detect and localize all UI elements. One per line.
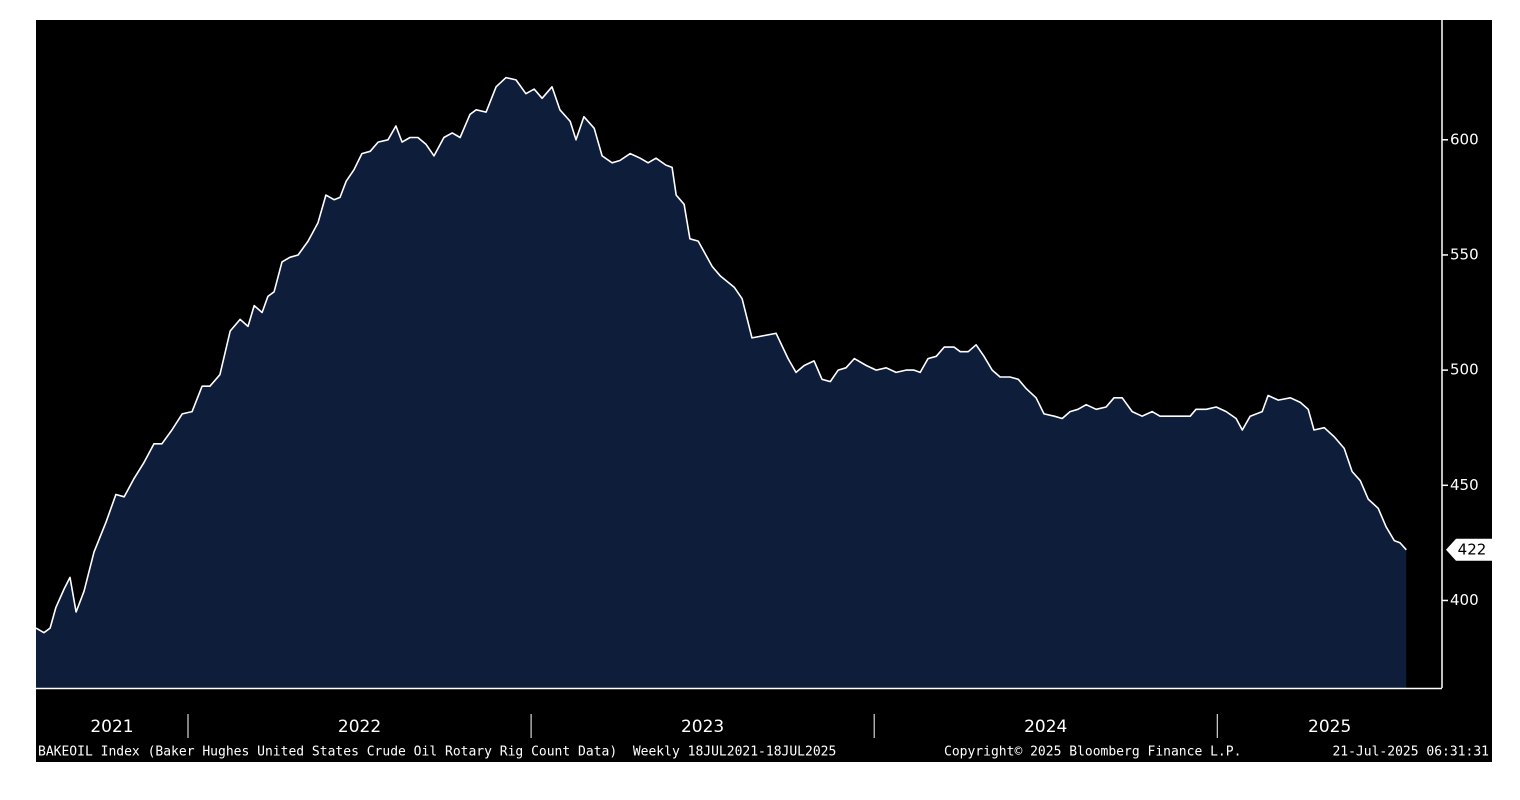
line — [35, 76, 1407, 634]
y-tick-label: 500 — [1450, 361, 1479, 379]
source: BAKEOIL Index (Baker Hughes United State… — [38, 745, 836, 760]
y-tick-label: 450 — [1450, 476, 1479, 494]
x-tick-label: 2024 — [1024, 717, 1067, 737]
x-tick-label: 2023 — [681, 717, 724, 737]
last-value-tag — [1446, 538, 1492, 561]
x-tick-label: 2025 — [1308, 717, 1351, 737]
copyright: Copyright© 2025 Bloomberg Finance L.P. — [944, 745, 1241, 760]
area — [36, 77, 1407, 689]
y-tick-label: 400 — [1450, 591, 1479, 609]
y-tick-label: 550 — [1450, 245, 1479, 263]
timestamp: 21-Jul-2025 06:31:31 — [1332, 745, 1489, 760]
last-value-label: 422 — [1458, 540, 1487, 558]
x-tick-label: 2021 — [90, 717, 133, 737]
x-tick-label: 2022 — [338, 717, 381, 737]
y-tick-label: 600 — [1450, 130, 1479, 148]
